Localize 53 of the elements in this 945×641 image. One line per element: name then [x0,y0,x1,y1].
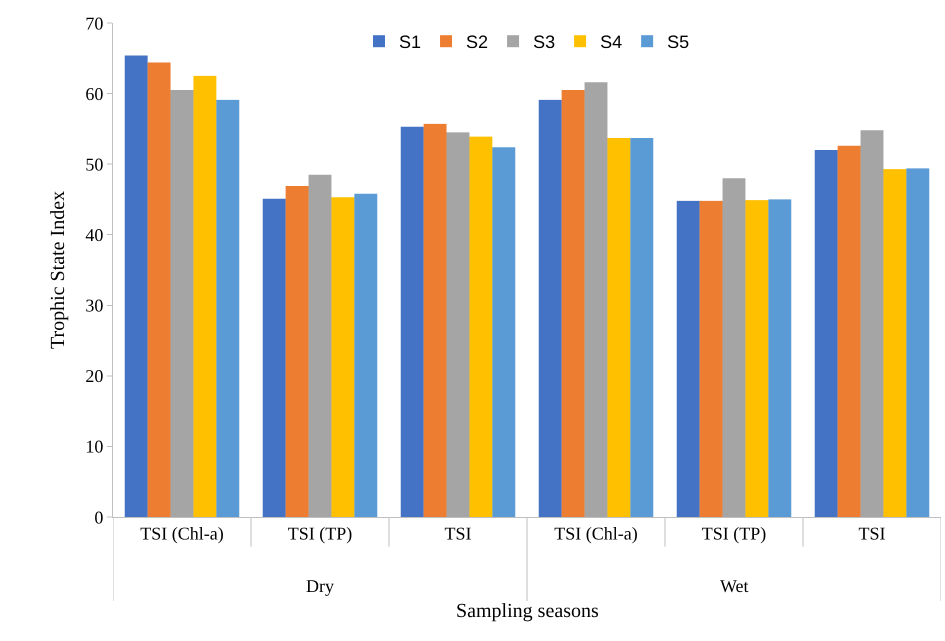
bar [308,174,332,517]
legend-label: S4 [600,32,622,52]
y-tick-label: 50 [85,154,104,174]
bar [906,168,930,517]
legend-label: S3 [533,32,556,52]
x-tick-label: TSI (Chl-a) [554,524,638,544]
bar [814,150,838,517]
bar [286,186,309,517]
bar [722,178,746,517]
bar [469,136,492,517]
bar [400,126,424,517]
y-tick-label: 10 [85,436,104,457]
bar [745,200,768,517]
bar [700,200,723,517]
bar [676,200,700,517]
x-tick-label: TSI [858,524,886,544]
legend-label: S5 [667,32,690,52]
bar [124,55,148,517]
bar [354,194,378,517]
y-tick-label: 20 [85,366,104,386]
x-tick-label: TSI (Chl-a) [140,524,224,544]
bar [262,198,286,517]
y-tick-label: 40 [85,225,104,246]
y-axis-title: Trophic State Index [46,190,69,350]
bar [193,76,216,517]
bar [492,147,516,517]
legend-label: S2 [466,32,488,52]
bar [860,130,884,517]
bar [148,62,171,517]
text: Dry [306,576,334,596]
bar [883,169,906,517]
bar [838,146,861,517]
bar [584,82,608,517]
y-tick-label: 0 [94,507,104,528]
y-tick-label: 60 [85,84,104,104]
bar [446,132,470,517]
bar [331,197,354,517]
y-tick-label: 30 [85,296,104,316]
x-axis-title: Sampling seasons [456,600,599,622]
x-tick-label: TSI (TP) [288,524,352,544]
text: Wet [720,576,749,596]
x-tick-label: TSI [444,524,472,544]
bar [216,100,240,517]
bar [170,90,194,517]
bar [424,124,447,517]
bar [630,138,654,517]
bar [607,138,630,517]
legend-label: S1 [399,32,422,52]
y-tick-label: 70 [85,13,104,34]
x-tick-label: TSI (TP) [702,524,766,544]
bar [538,100,562,517]
bar [562,90,585,517]
bar [768,199,792,517]
